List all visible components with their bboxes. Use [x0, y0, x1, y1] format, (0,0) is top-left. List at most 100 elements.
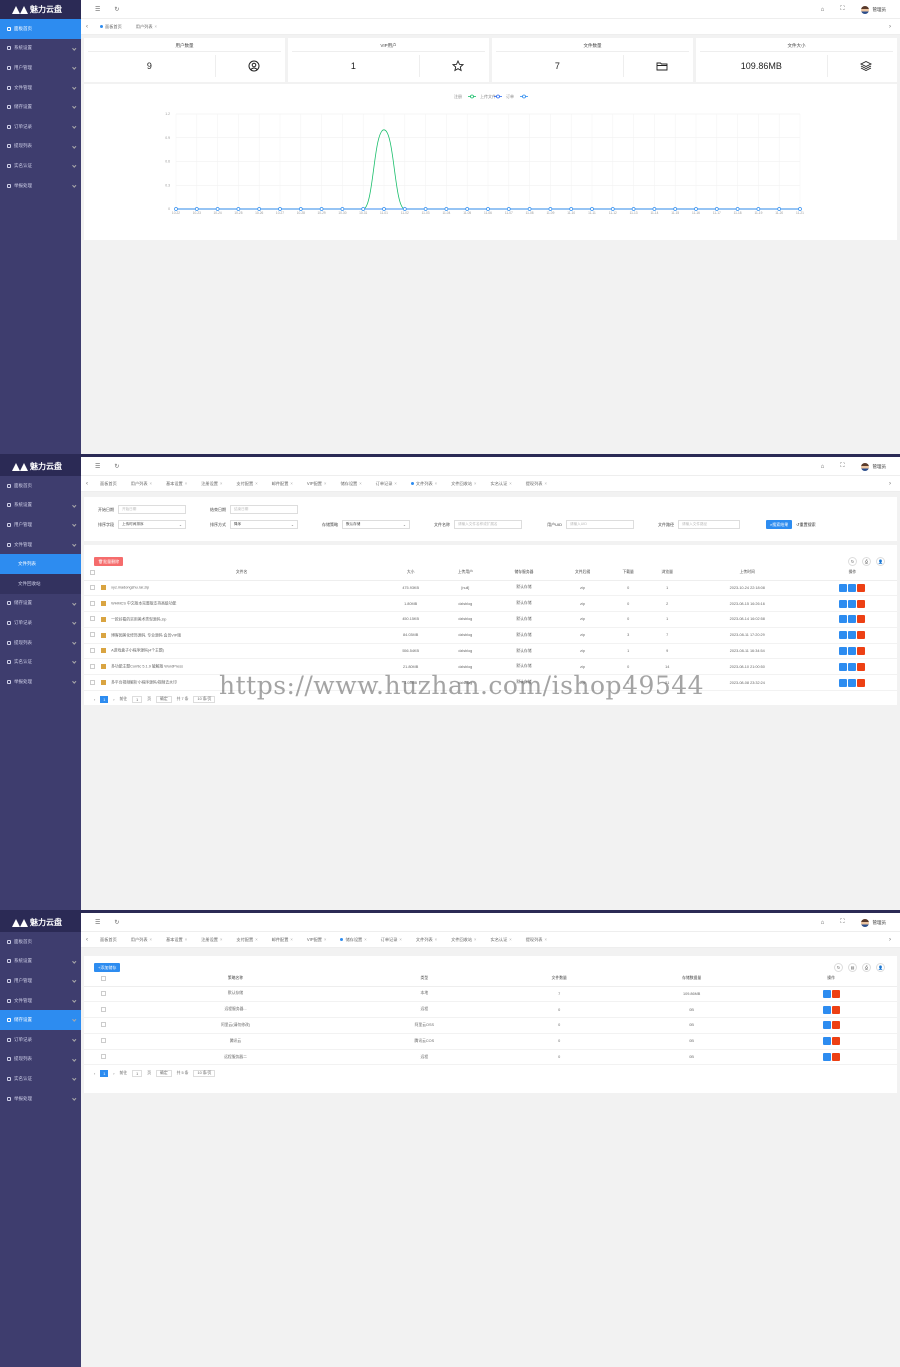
sidebar-item[interactable]: 举报处理	[0, 176, 81, 196]
delete-icon[interactable]	[831, 989, 840, 998]
batch-delete-button[interactable]: 🗑 批量删除	[94, 557, 124, 566]
edit-icon[interactable]	[839, 631, 848, 640]
tab[interactable]: 实名认证 ×	[484, 481, 519, 487]
current-page[interactable]: 1	[100, 696, 109, 704]
print-icon[interactable]: ⎙	[862, 557, 871, 566]
next-page-icon[interactable]: ›	[113, 1071, 115, 1076]
edit-icon[interactable]	[839, 662, 848, 671]
delete-icon[interactable]	[857, 678, 866, 687]
sidebar-item[interactable]: 订单记录	[0, 117, 81, 137]
columns-icon[interactable]: ▤	[848, 963, 857, 972]
close-icon[interactable]: ×	[184, 481, 188, 486]
checkbox[interactable]	[90, 616, 96, 622]
column-user-icon[interactable]: 👤	[876, 557, 885, 566]
tab[interactable]: 实名认证 ×	[484, 937, 519, 943]
link-icon[interactable]	[848, 599, 857, 608]
checkbox[interactable]	[90, 600, 96, 606]
tab[interactable]: 邮件配置 ×	[265, 937, 300, 943]
row-checkbox[interactable]	[84, 595, 102, 613]
checkbox[interactable]	[100, 975, 106, 981]
sidebar-item[interactable]: 用户管理	[0, 515, 81, 535]
edit-icon[interactable]	[839, 599, 848, 608]
checkbox[interactable]	[90, 569, 96, 575]
sidebar-item[interactable]: 文件管理	[0, 78, 81, 98]
tab[interactable]: 提现列表 ×	[519, 481, 554, 487]
tab[interactable]: 储存设置 ×	[333, 937, 373, 943]
row-checkbox[interactable]	[84, 611, 102, 628]
checkbox[interactable]	[100, 1022, 106, 1028]
close-icon[interactable]: ×	[219, 481, 223, 486]
close-icon[interactable]: ×	[509, 481, 512, 486]
close-icon[interactable]: ×	[544, 481, 547, 486]
link-icon[interactable]	[848, 678, 857, 687]
link-icon[interactable]	[848, 615, 857, 624]
close-icon[interactable]: ×	[474, 481, 477, 486]
delete-icon[interactable]	[831, 1021, 840, 1030]
close-icon[interactable]: ×	[394, 481, 397, 486]
tab[interactable]: 基本设置 ×	[159, 937, 194, 943]
tab[interactable]: 订单记录 ×	[374, 937, 409, 943]
confirm-button[interactable]: 确定	[156, 1070, 172, 1078]
sort-order-select[interactable]: 降序 ⌄	[230, 520, 298, 529]
menu-toggle-icon[interactable]: ☰	[95, 6, 101, 13]
sidebar-item[interactable]: 举报处理	[0, 1089, 81, 1109]
tab-prev-icon[interactable]: ‹	[86, 23, 88, 30]
home-icon[interactable]: ⌂	[820, 919, 825, 926]
tab-next-icon[interactable]: ›	[889, 23, 891, 30]
print-icon[interactable]: ⎙	[862, 963, 871, 972]
sidebar-item[interactable]: 系统设置	[0, 496, 81, 516]
home-icon[interactable]: ⌂	[820, 463, 825, 470]
column-user-icon[interactable]: 👤	[876, 963, 885, 972]
sidebar-item[interactable]: 系统设置	[0, 39, 81, 59]
tab[interactable]: 注册设置 ×	[194, 481, 229, 487]
tab[interactable]: VIP配置 ×	[300, 937, 334, 943]
sidebar-item[interactable]: 储存设置	[0, 97, 81, 117]
sidebar-item[interactable]: 提现列表	[0, 633, 81, 653]
tab[interactable]: 用户列表 ×	[124, 481, 159, 487]
delete-icon[interactable]	[857, 631, 866, 640]
close-icon[interactable]: ×	[255, 937, 258, 942]
row-checkbox[interactable]	[84, 1033, 123, 1050]
edit-icon[interactable]	[839, 647, 848, 656]
sidebar-item[interactable]: 系统设置	[0, 952, 81, 972]
close-icon[interactable]: ×	[290, 937, 293, 942]
link-icon[interactable]	[848, 631, 857, 640]
search-button[interactable]: ⌕ 搜索结果	[766, 520, 793, 529]
uid-input[interactable]: 请输入UID	[566, 520, 634, 529]
file-path-input[interactable]: 请输入文件路径	[678, 520, 740, 529]
close-icon[interactable]: ×	[290, 481, 293, 486]
sidebar-item[interactable]: 举报处理	[0, 672, 81, 692]
add-storage-button[interactable]: + 添加储存	[94, 963, 121, 972]
close-icon[interactable]: ×	[509, 937, 512, 942]
tab[interactable]: 订单记录 ×	[369, 481, 404, 487]
current-page[interactable]: 1	[100, 1070, 109, 1078]
home-icon[interactable]: ⌂	[820, 6, 825, 13]
admin-menu[interactable]: 管理员	[860, 462, 886, 471]
edit-icon[interactable]	[822, 1053, 831, 1062]
close-icon[interactable]: ×	[255, 481, 258, 486]
goto-input[interactable]: 1	[132, 696, 143, 704]
tab[interactable]: 邮件配置 ×	[265, 481, 300, 487]
delete-icon[interactable]	[857, 599, 866, 608]
sidebar-item[interactable]: 实名认证	[0, 1069, 81, 1089]
tab[interactable]: 基本设置 ×	[159, 481, 194, 487]
sidebar-item[interactable]: 面板首页	[0, 932, 81, 952]
next-page-icon[interactable]: ›	[113, 697, 115, 702]
sidebar-item[interactable]: 面板首页	[0, 19, 81, 39]
close-icon[interactable]: ×	[364, 937, 367, 942]
sidebar-item[interactable]: 面板首页	[0, 476, 81, 496]
sidebar-item[interactable]: 文件管理	[0, 991, 81, 1011]
goto-input[interactable]: 1	[132, 1070, 143, 1078]
checkbox[interactable]	[100, 1038, 106, 1044]
row-checkbox[interactable]	[84, 1049, 123, 1066]
prev-page-icon[interactable]: ‹	[94, 1071, 96, 1076]
refresh-icon[interactable]: ↻	[114, 919, 120, 926]
fullscreen-icon[interactable]: ⛶	[840, 919, 845, 925]
edit-icon[interactable]	[822, 989, 831, 998]
sidebar-item[interactable]: 储存设置	[0, 594, 81, 614]
sidebar-item[interactable]: 文件列表	[0, 554, 81, 574]
admin-menu[interactable]: 管理员	[860, 5, 886, 14]
link-icon[interactable]	[848, 647, 857, 656]
checkbox[interactable]	[90, 632, 96, 638]
delete-icon[interactable]	[831, 1053, 840, 1062]
